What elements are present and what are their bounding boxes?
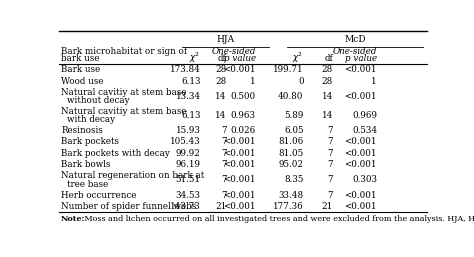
Text: 21: 21 xyxy=(215,202,227,211)
Text: 1: 1 xyxy=(372,77,377,86)
Text: 6.05: 6.05 xyxy=(284,126,303,135)
Text: Natural cavitiy at stem base: Natural cavitiy at stem base xyxy=(61,88,187,97)
Text: <0.001: <0.001 xyxy=(345,149,377,158)
Text: Natural regeneration on bark at: Natural regeneration on bark at xyxy=(61,171,204,180)
Text: 7: 7 xyxy=(328,126,333,135)
Text: <0.001: <0.001 xyxy=(345,160,377,169)
Text: One-sided: One-sided xyxy=(211,47,256,56)
Text: <0.001: <0.001 xyxy=(345,137,377,146)
Text: 28: 28 xyxy=(215,65,227,74)
Text: 1: 1 xyxy=(250,77,256,86)
Text: <0.001: <0.001 xyxy=(345,191,377,200)
Text: 0.303: 0.303 xyxy=(352,176,377,185)
Text: df: df xyxy=(324,54,333,63)
Text: 7: 7 xyxy=(221,149,227,158)
Text: 14: 14 xyxy=(215,111,227,120)
Text: HJA: HJA xyxy=(216,35,234,44)
Text: 33.48: 33.48 xyxy=(278,191,303,200)
Text: 15.93: 15.93 xyxy=(176,126,201,135)
Text: Herb occurrence: Herb occurrence xyxy=(61,191,137,200)
Text: Number of spider funnel webs: Number of spider funnel webs xyxy=(61,202,196,211)
Text: 8.35: 8.35 xyxy=(284,176,303,185)
Text: 14: 14 xyxy=(321,111,333,120)
Text: without decay: without decay xyxy=(66,96,129,105)
Text: 28: 28 xyxy=(322,77,333,86)
Text: One-sided: One-sided xyxy=(332,47,377,56)
Text: p value: p value xyxy=(345,54,377,63)
Text: <0.001: <0.001 xyxy=(223,65,256,74)
Text: 105.43: 105.43 xyxy=(170,137,201,146)
Text: 0: 0 xyxy=(298,77,303,86)
Text: 6.13: 6.13 xyxy=(181,111,201,120)
Text: 6.13: 6.13 xyxy=(181,77,201,86)
Text: 7: 7 xyxy=(221,176,227,185)
Text: 0.969: 0.969 xyxy=(352,111,377,120)
Text: 0.534: 0.534 xyxy=(352,126,377,135)
Text: $\chi^2$: $\chi^2$ xyxy=(292,51,303,65)
Text: 7: 7 xyxy=(221,126,227,135)
Text: 173.84: 173.84 xyxy=(170,65,201,74)
Text: McD: McD xyxy=(344,35,366,44)
Text: 7: 7 xyxy=(328,191,333,200)
Text: 0.963: 0.963 xyxy=(231,111,256,120)
Text: 7: 7 xyxy=(328,137,333,146)
Text: 81.05: 81.05 xyxy=(278,149,303,158)
Text: Note:: Note: xyxy=(61,215,86,223)
Text: <0.001: <0.001 xyxy=(223,202,256,211)
Text: Bark pockets with decay: Bark pockets with decay xyxy=(61,149,170,158)
Text: 96.19: 96.19 xyxy=(176,160,201,169)
Text: 81.06: 81.06 xyxy=(278,137,303,146)
Text: 13.34: 13.34 xyxy=(175,92,201,101)
Text: 51.51: 51.51 xyxy=(176,176,201,185)
Text: 7: 7 xyxy=(221,191,227,200)
Text: 177.36: 177.36 xyxy=(273,202,303,211)
Text: Resinosis: Resinosis xyxy=(61,126,103,135)
Text: <0.001: <0.001 xyxy=(345,202,377,211)
Text: Wood use: Wood use xyxy=(61,77,104,86)
Text: 21: 21 xyxy=(322,202,333,211)
Text: 7: 7 xyxy=(221,160,227,169)
Text: Natural cavitiy at stem base: Natural cavitiy at stem base xyxy=(61,107,187,116)
Text: 7: 7 xyxy=(328,149,333,158)
Text: 7: 7 xyxy=(221,137,227,146)
Text: <0.001: <0.001 xyxy=(345,92,377,101)
Text: 99.92: 99.92 xyxy=(176,149,201,158)
Text: df: df xyxy=(218,54,227,63)
Text: Bark pockets: Bark pockets xyxy=(61,137,119,146)
Text: <0.001: <0.001 xyxy=(223,176,256,185)
Text: Moss and lichen occurred on all investigated trees and were excluded from the an: Moss and lichen occurred on all investig… xyxy=(82,215,474,223)
Text: <0.001: <0.001 xyxy=(223,160,256,169)
Text: p value: p value xyxy=(224,54,256,63)
Text: 0.026: 0.026 xyxy=(230,126,256,135)
Text: Bark bowls: Bark bowls xyxy=(61,160,110,169)
Text: with decay: with decay xyxy=(66,115,115,124)
Text: <0.001: <0.001 xyxy=(223,191,256,200)
Text: Bark microhabitat or sign of: Bark microhabitat or sign of xyxy=(61,47,187,56)
Text: 5.89: 5.89 xyxy=(284,111,303,120)
Text: 7: 7 xyxy=(328,160,333,169)
Text: 199.71: 199.71 xyxy=(273,65,303,74)
Text: 14: 14 xyxy=(321,92,333,101)
Text: 0.500: 0.500 xyxy=(231,92,256,101)
Text: tree base: tree base xyxy=(66,180,108,189)
Text: 14: 14 xyxy=(215,92,227,101)
Text: bark use: bark use xyxy=(61,54,100,63)
Text: Bark use: Bark use xyxy=(61,65,100,74)
Text: $\chi^2$: $\chi^2$ xyxy=(190,51,201,65)
Text: <0.001: <0.001 xyxy=(223,149,256,158)
Text: 95.02: 95.02 xyxy=(279,160,303,169)
Text: 34.53: 34.53 xyxy=(176,191,201,200)
Text: 7: 7 xyxy=(328,176,333,185)
Text: 40.80: 40.80 xyxy=(278,92,303,101)
Text: <0.001: <0.001 xyxy=(223,137,256,146)
Text: 143.73: 143.73 xyxy=(170,202,201,211)
Text: <0.001: <0.001 xyxy=(345,65,377,74)
Text: 28: 28 xyxy=(322,65,333,74)
Text: 28: 28 xyxy=(215,77,227,86)
